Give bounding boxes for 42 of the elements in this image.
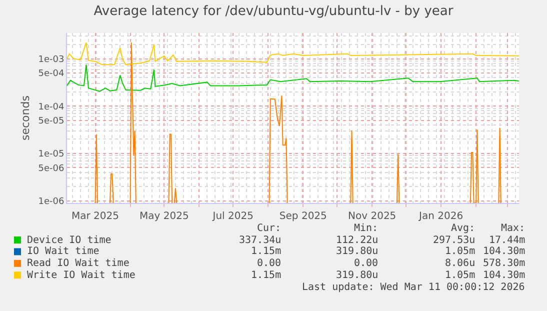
text: Max: xyxy=(501,223,526,234)
x-tick-label: Jan 2026 xyxy=(418,211,464,222)
x-tick-label: Mar 2025 xyxy=(72,211,119,222)
y-tick-label: 1e-06 xyxy=(38,196,64,207)
text: 1.15m xyxy=(251,246,282,257)
text: 0.00 xyxy=(257,258,282,269)
text: 0.00 xyxy=(354,258,378,269)
y-tick-label: 5e-05 xyxy=(38,116,64,127)
text: Avg: xyxy=(451,223,476,234)
y-tick-label: 1e-05 xyxy=(38,150,64,160)
line-series xyxy=(67,64,519,92)
x-tick-label: May 2025 xyxy=(140,211,189,222)
text: 578.30m xyxy=(483,258,526,269)
text: 297.53u xyxy=(433,235,476,246)
text: 104.30m xyxy=(483,246,526,257)
text: 1.05m xyxy=(445,270,476,281)
x-tick-label: Jul 2025 xyxy=(212,211,254,222)
legend-label: Device IO time xyxy=(27,235,112,246)
x-tick-label: Nov 2025 xyxy=(348,211,396,222)
legend-label: Write IO Wait time xyxy=(27,270,136,281)
text: 8.06u xyxy=(445,258,476,269)
text: 17.44m xyxy=(489,235,526,246)
legend-label: IO Wait time xyxy=(27,246,100,257)
text: 104.30m xyxy=(483,270,526,281)
text: 337.34u xyxy=(239,235,282,246)
legend-label: Read IO Wait time xyxy=(27,258,130,269)
y-axis-title: seconds xyxy=(18,95,32,140)
text: Min: xyxy=(354,223,378,234)
y-tick-label: 1e-04 xyxy=(38,102,64,112)
text: Last update: Wed Mar 11 00:00:12 2026 xyxy=(302,282,525,293)
text: 319.80u xyxy=(336,270,378,281)
x-tick-label: Sep 2025 xyxy=(279,211,327,222)
text: 319.80u xyxy=(336,246,378,257)
y-tick-label: 5e-04 xyxy=(38,69,64,80)
text: 1.15m xyxy=(251,270,282,281)
text: Cur: xyxy=(257,223,282,234)
line-series xyxy=(67,42,519,66)
y-tick-label: 1e-03 xyxy=(38,54,64,65)
text: 1.05m xyxy=(445,246,476,257)
text: 112.22u xyxy=(336,235,378,246)
chart-title: Average latency for /dev/ubuntu-vg/ubuntu-lv - by year xyxy=(94,4,454,20)
y-tick-label: 5e-06 xyxy=(38,164,64,174)
